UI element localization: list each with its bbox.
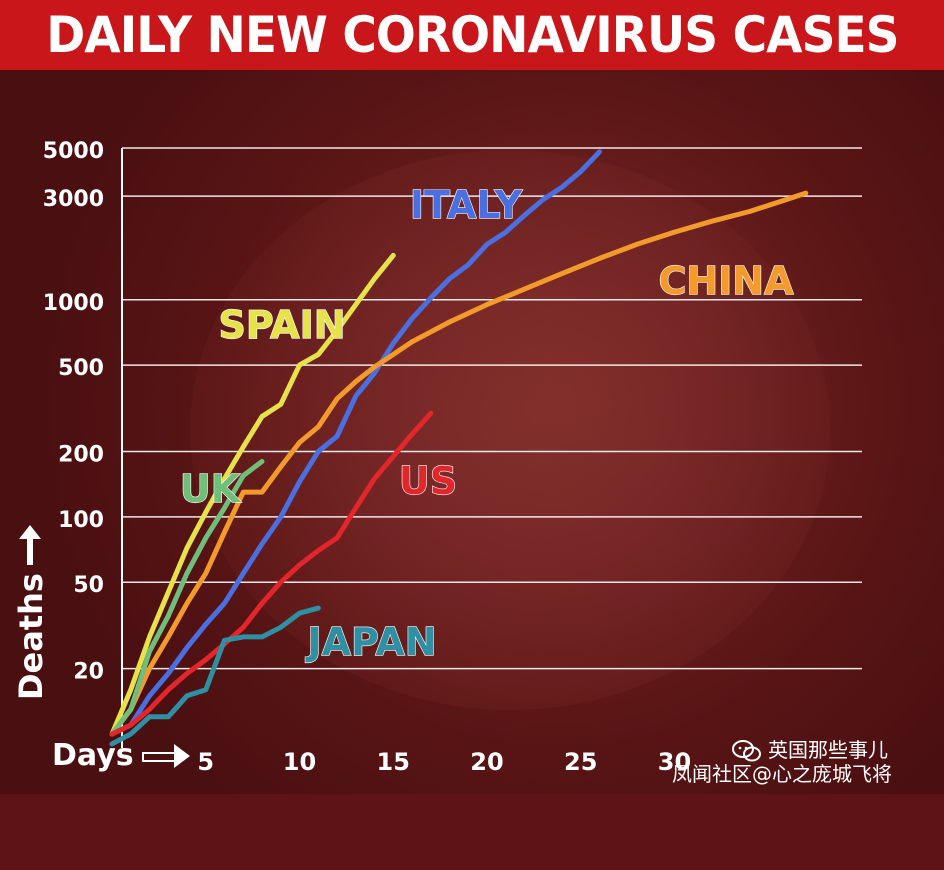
line-chart: 20 50 100 200 500 1000 3000 5000 5 10 15 20 25 30 SPAI… [43, 139, 862, 776]
y-axis-title-text: Deaths [12, 573, 50, 700]
x-tick-label-25: 25 [564, 748, 597, 776]
x-axis-title-text: Days [52, 738, 134, 773]
y-tick-label-500: 500 [58, 356, 104, 381]
y-axis-title: Deaths [12, 525, 50, 700]
y-tick-label-5000: 5000 [43, 139, 104, 164]
x-axis-title: Days [52, 738, 190, 773]
title-bar: DAILY NEW CORONAVIRUS CASES [0, 0, 944, 70]
x-tick-label-10: 10 [283, 748, 316, 776]
series-label-uk: UK [180, 467, 242, 511]
y-tick-label-200: 200 [58, 443, 104, 468]
watermark-line-2: 凤闻社区@心之庞城飞将 [672, 762, 892, 786]
series-line-spain [109, 252, 396, 737]
y-tick-label-1000: 1000 [43, 291, 104, 316]
x-tick-label-5: 5 [197, 748, 214, 776]
y-tick-label-50: 50 [73, 573, 104, 598]
x-tick-label-15: 15 [377, 748, 410, 776]
y-axis-title-wrap: Deaths [12, 573, 52, 870]
watermark: 英国那些事儿 凤闻社区@心之庞城飞将 [672, 738, 942, 790]
series-line-us [109, 410, 434, 737]
series-line-china [109, 190, 809, 737]
series-label-china: CHINA [658, 259, 794, 303]
series-line-uk [109, 459, 265, 737]
series-label-us: US [399, 459, 457, 503]
chart-background [0, 70, 944, 794]
wechat-icon [732, 740, 761, 762]
y-tick-label-20: 20 [73, 660, 104, 685]
y-tick-label-3000: 3000 [43, 187, 104, 212]
y-tick-label-100: 100 [58, 508, 104, 533]
arrow-right-icon [141, 743, 190, 768]
series-line-japan [109, 605, 321, 747]
series-label-italy: ITALY [410, 183, 523, 227]
chart-title: DAILY NEW CORONAVIRUS CASES [45, 6, 899, 64]
arrow-up-icon [22, 525, 40, 565]
series-label-spain: SPAIN [218, 303, 345, 347]
series-label-japan: JAPAN [304, 620, 436, 664]
x-tick-label-30: 30 [658, 748, 691, 776]
series-line-italy [109, 149, 602, 737]
watermark-line-1: 英国那些事儿 [768, 738, 888, 762]
x-tick-label-20: 20 [470, 748, 503, 776]
